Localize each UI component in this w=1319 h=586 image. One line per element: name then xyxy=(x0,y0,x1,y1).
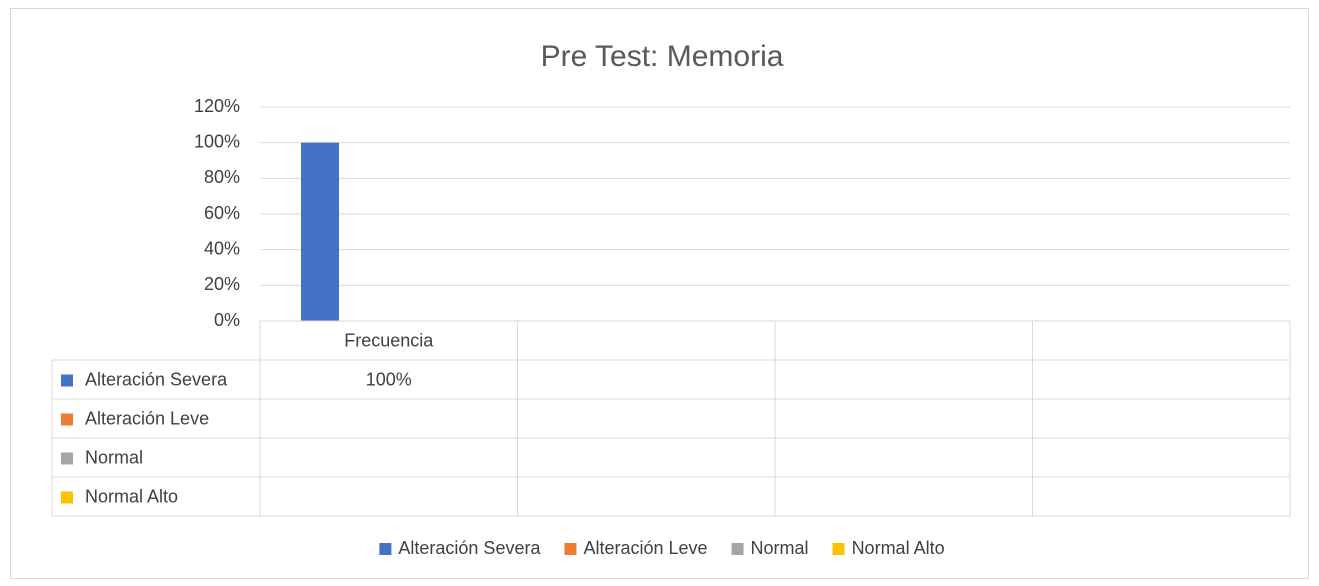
table-row-label: Alteración Leve xyxy=(85,408,209,428)
legend-label: Normal Alto xyxy=(852,538,945,558)
legend-key xyxy=(61,452,73,465)
legend-label: Alteración Leve xyxy=(583,538,707,558)
legend-key xyxy=(564,543,577,555)
legend-label: Normal xyxy=(751,538,809,558)
legend-label: Alteración Severa xyxy=(398,538,541,558)
chart-title: Pre Test: Memoria xyxy=(541,40,784,73)
legend-key xyxy=(379,543,392,555)
y-tick-label: 80% xyxy=(204,167,240,187)
y-tick-label: 20% xyxy=(204,274,240,294)
legend-key xyxy=(61,491,73,504)
legend-key xyxy=(731,543,744,555)
table-row-label: Normal Alto xyxy=(85,486,178,506)
legend-key xyxy=(61,413,73,426)
bar xyxy=(301,142,339,321)
legend-key xyxy=(61,374,73,387)
y-tick-label: 60% xyxy=(204,203,240,223)
x-tick-label: Frecuencia xyxy=(344,330,434,350)
legend-key xyxy=(832,543,845,555)
y-tick-label: 0% xyxy=(214,310,240,330)
y-tick-label: 100% xyxy=(194,131,240,151)
table-row-label: Alteración Severa xyxy=(85,369,228,389)
y-tick-label: 40% xyxy=(204,238,240,258)
table-value: 100% xyxy=(366,369,412,389)
chart-border xyxy=(10,8,1309,579)
y-tick-label: 120% xyxy=(194,96,240,116)
table-row-label: Normal xyxy=(85,447,143,467)
